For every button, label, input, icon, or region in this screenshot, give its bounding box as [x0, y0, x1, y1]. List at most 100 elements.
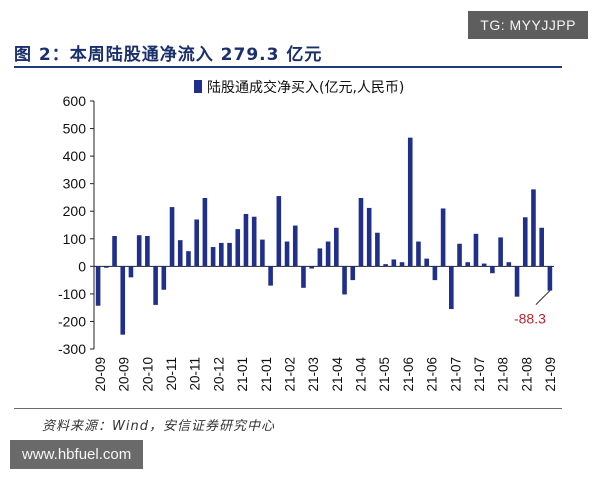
bar	[284, 241, 290, 267]
bar	[145, 236, 150, 267]
x-tick-label: 20-12	[211, 357, 226, 392]
bar	[227, 242, 232, 267]
bar	[490, 266, 495, 274]
bar	[522, 217, 528, 267]
site-url-banner: www.hbfuel.com	[10, 440, 144, 469]
x-tick-label: 21-02	[283, 357, 298, 392]
source-divider	[14, 408, 562, 409]
x-tick-label: 20-10	[140, 357, 155, 392]
y-tick-label: -200	[58, 313, 86, 329]
x-tick-label: 21-06	[425, 357, 440, 392]
figure-title: 图 2：本周陆股通净流入 279.3 亿元	[14, 40, 322, 65]
bar	[375, 232, 380, 267]
bar	[268, 266, 273, 286]
bar	[128, 266, 134, 278]
title-prefix: 图 2：本周陆股通净流入	[14, 45, 214, 65]
bar	[366, 207, 372, 267]
legend-label: 陆股通成交净买入(亿元,人民币)	[207, 79, 404, 96]
bars	[95, 137, 553, 335]
annotations: -88.3	[514, 290, 551, 327]
x-tick-label: 21-08	[496, 357, 511, 392]
bar	[202, 198, 208, 267]
y-tick-label: 500	[63, 121, 87, 137]
annotation-label: -88.3	[514, 311, 546, 327]
bar	[539, 227, 544, 267]
bar	[481, 263, 487, 267]
bar	[136, 235, 142, 267]
bar	[235, 229, 241, 267]
bar	[457, 243, 462, 267]
legend-swatch	[194, 80, 202, 93]
annotation-leader	[535, 290, 551, 306]
x-tick-label: 21-06	[401, 357, 416, 392]
bar	[276, 196, 282, 267]
x-tick-label: 21-08	[519, 357, 534, 392]
y-tick-label: -300	[58, 341, 86, 357]
bar	[350, 266, 356, 281]
bar	[120, 266, 126, 335]
x-tick-label: 21-04	[330, 357, 345, 392]
bar	[391, 259, 397, 267]
bar	[473, 233, 479, 267]
y-tick-label: 400	[63, 148, 87, 164]
bar	[153, 266, 158, 305]
bar	[243, 213, 249, 267]
bar	[432, 266, 438, 281]
bar	[251, 216, 257, 267]
bar	[498, 237, 503, 267]
bar	[309, 266, 314, 269]
title-divider	[14, 66, 562, 68]
bar	[161, 266, 167, 290]
bar	[104, 266, 109, 268]
bar	[112, 236, 117, 267]
x-tick-label: 20-09	[117, 357, 132, 392]
bar	[334, 227, 339, 267]
y-tick-label: 100	[63, 231, 87, 247]
bar	[440, 208, 446, 267]
title-suffix: 亿元	[286, 45, 323, 65]
bar	[514, 266, 520, 297]
x-tick-label: 21-09	[543, 357, 558, 392]
bar	[260, 239, 265, 267]
bar	[177, 240, 183, 267]
bar	[358, 198, 364, 267]
bar	[210, 247, 216, 267]
source-note: 资料来源：Wind，安信证券研究中心	[42, 419, 275, 434]
bar	[186, 251, 191, 267]
bar	[194, 219, 199, 267]
legend: 陆股通成交净买入(亿元,人民币)	[194, 79, 404, 96]
title-value: 279.3	[220, 45, 280, 65]
bar	[301, 266, 306, 288]
x-tick-label: 20-09	[93, 357, 108, 392]
bar	[407, 137, 413, 267]
x-tick-label: 20-11	[164, 357, 179, 391]
bar	[399, 262, 405, 267]
bar	[219, 242, 224, 267]
y-tick-label: 600	[63, 93, 87, 109]
bar	[95, 266, 101, 306]
x-tick-labels: 20-09 20-09 20-10 20-11 20-11 20-12 21-01 21-01…	[93, 357, 558, 392]
bar	[383, 264, 388, 267]
x-tick-label: 21-07	[448, 357, 463, 392]
bar	[424, 258, 429, 267]
watermark-badge: TG: MYYJJPP	[468, 11, 588, 39]
bar	[317, 248, 323, 267]
y-tick-label: 200	[63, 203, 87, 219]
bar	[169, 207, 175, 267]
bar	[292, 225, 298, 267]
y-tick-label: -100	[58, 286, 86, 302]
x-tick-label: 21-01	[235, 357, 250, 392]
bar	[506, 262, 512, 267]
bar	[342, 266, 347, 295]
bar	[449, 266, 454, 310]
x-tick-label: 21-04	[354, 357, 369, 392]
x-tick-label: 21-01	[259, 357, 274, 392]
x-tick-label: 21-07	[472, 357, 487, 392]
bar	[325, 241, 331, 267]
x-tick-label: 20-11	[188, 357, 203, 391]
y-axis: -300 -200 -100 0 100 200 300 400 500 600	[58, 93, 95, 357]
bar	[547, 266, 553, 291]
x-tick-label: 21-05	[377, 357, 392, 392]
bar	[531, 189, 536, 267]
